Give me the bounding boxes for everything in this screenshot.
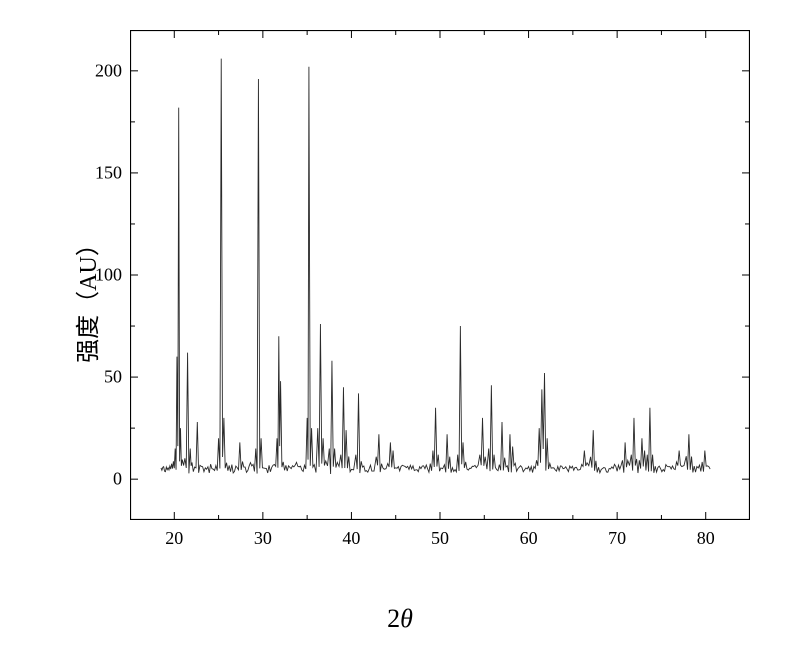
- plot-svg: [130, 30, 750, 520]
- y-tick-label: 0: [113, 469, 122, 490]
- x-tick-label: 70: [608, 528, 626, 549]
- x-tick-label: 60: [520, 528, 538, 549]
- x-tick-label: 20: [165, 528, 183, 549]
- x-tick-label: 80: [697, 528, 715, 549]
- y-tick-label: 200: [95, 60, 122, 81]
- x-tick-label: 40: [342, 528, 360, 549]
- xrd-chart: 强度（AU） 2θ 0 50 100 150 200 20 30 40 50 60 70 80: [0, 0, 800, 652]
- x-tick-label: 30: [254, 528, 272, 549]
- y-tick-label: 150: [95, 162, 122, 183]
- plot-area: [130, 30, 750, 520]
- y-tick-label: 50: [104, 367, 122, 388]
- y-tick-label: 100: [95, 265, 122, 286]
- x-tick-label: 50: [431, 528, 449, 549]
- y-axis-label: 强度（AU）: [68, 232, 103, 363]
- x-axis-label: 2θ: [387, 604, 413, 634]
